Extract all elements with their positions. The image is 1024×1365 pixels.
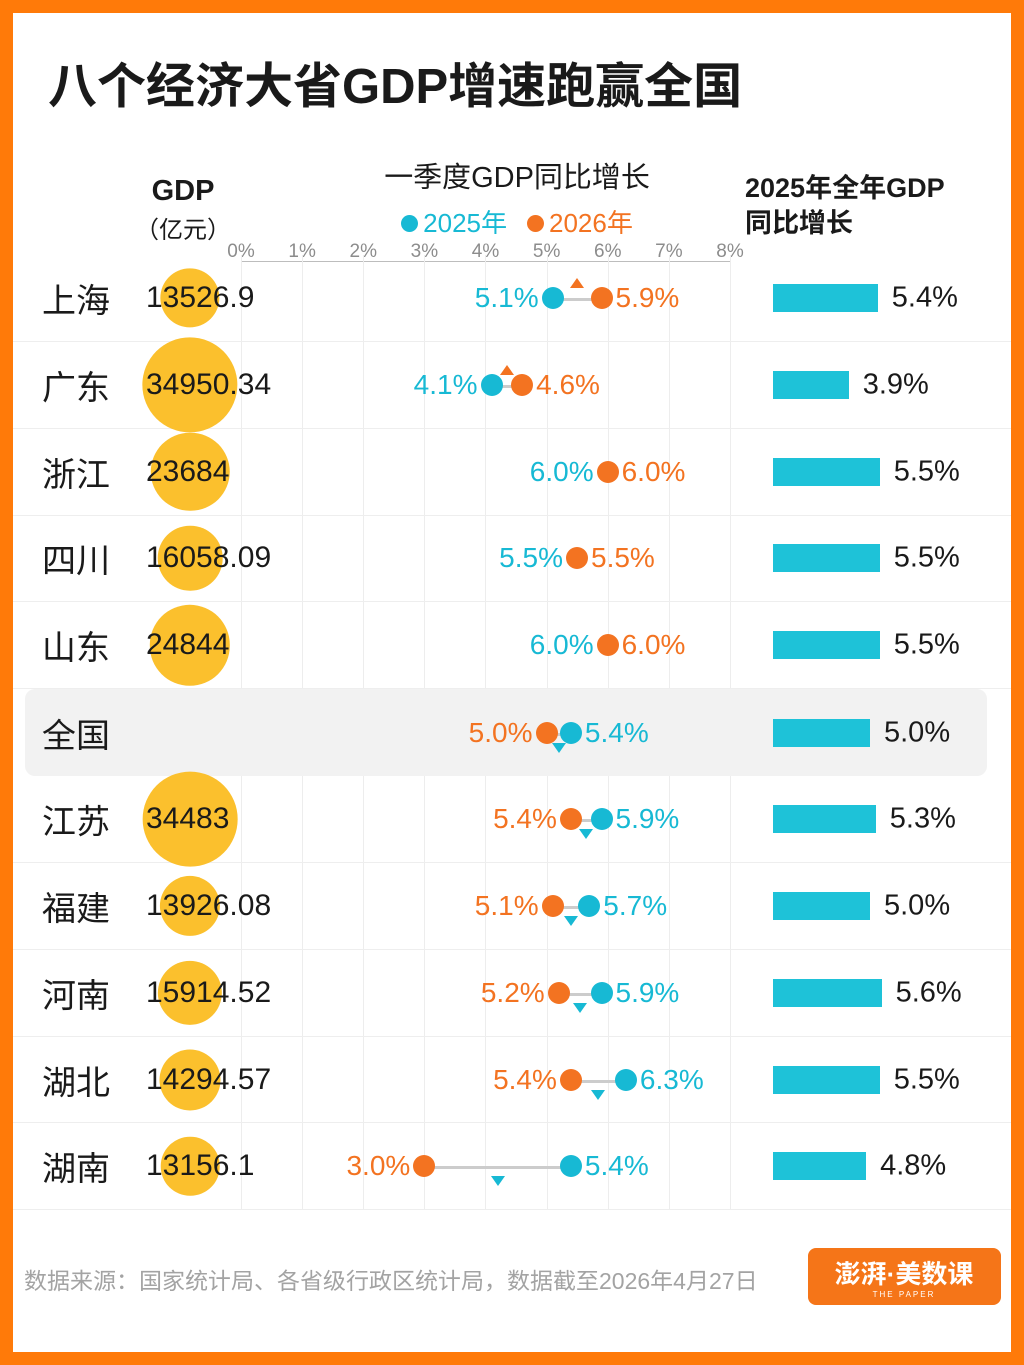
svg-text:THE PAPER: THE PAPER bbox=[873, 1290, 936, 1299]
svg-text:澎湃·美数课: 澎湃·美数课 bbox=[835, 1259, 974, 1289]
